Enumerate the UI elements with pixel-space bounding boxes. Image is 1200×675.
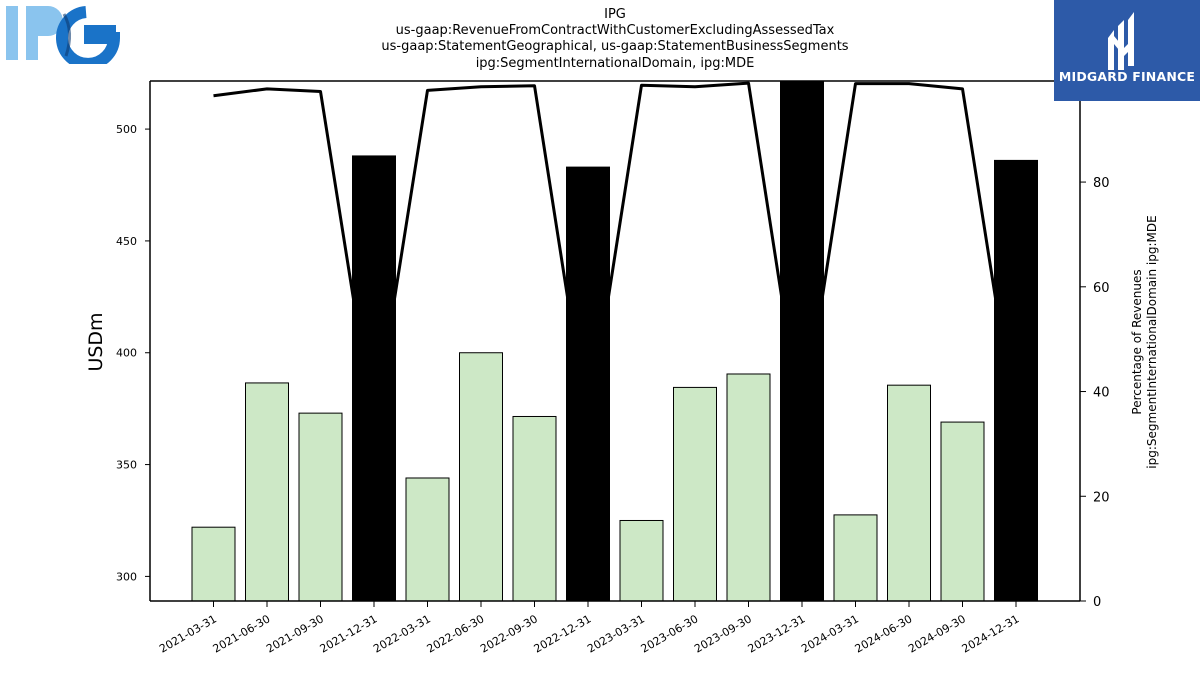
bar-2024-12-31 — [994, 159, 1038, 602]
midgard-finance-logo: MIDGARD FINANCE — [1054, 0, 1200, 101]
bar-2024-09-30 — [940, 421, 985, 602]
y-right-tick-label: 80 — [1093, 176, 1110, 191]
midgard-finance-wordmark: MIDGARD FINANCE — [1058, 69, 1196, 84]
y-tick-label: 350 — [116, 459, 137, 472]
bar-2021-06-30 — [245, 382, 289, 602]
x-tick-label: 2022-06-30 — [425, 612, 487, 655]
x-tick-label: 2024-06-30 — [853, 612, 915, 655]
y-right-tick-label: 0 — [1093, 595, 1101, 610]
bar-2024-03-31 — [833, 514, 878, 602]
bar-2021-03-31 — [191, 526, 236, 602]
x-tick-label: 2022-09-30 — [478, 612, 540, 655]
bar-2022-09-30 — [512, 415, 557, 602]
bar-2021-09-30 — [298, 412, 343, 602]
ipg-logo — [4, 4, 121, 70]
bar-series — [191, 80, 1038, 602]
chart-subtitle-segments: ipg:SegmentInternationalDomain, ipg:MDE — [475, 56, 755, 71]
chart-subtitle-metric: us-gaap:RevenueFromContractWithCustomerE… — [395, 23, 835, 38]
bar-2022-03-31 — [405, 477, 450, 602]
x-tick-label: 2024-03-31 — [799, 612, 861, 655]
right-axis: 0 20 40 60 80 — [1080, 176, 1110, 610]
x-tick-label: 2021-12-31 — [318, 612, 380, 655]
line-series — [213, 81, 1018, 430]
bar-2023-03-31 — [619, 519, 664, 602]
y-tick-label: 450 — [116, 235, 137, 248]
x-tick-label: 2021-06-30 — [211, 612, 273, 655]
y-tick-label: 300 — [116, 570, 137, 583]
x-tick-label: 2024-12-31 — [960, 612, 1022, 655]
y-axis-right-label-line1: Percentage of Revenues — [1130, 269, 1144, 414]
chart-subtitle-statements: us-gaap:StatementGeographical, us-gaap:S… — [381, 39, 849, 54]
y-axis-right-label-line2: ipg:SegmentInternationalDomain ipg:MDE — [1145, 215, 1159, 468]
x-tick-label: 2023-09-30 — [692, 612, 754, 655]
chart-title: IPG — [604, 7, 626, 22]
bar-2022-06-30 — [459, 352, 503, 602]
axes-frame — [149, 80, 1081, 602]
x-tick-label: 2023-06-30 — [639, 612, 701, 655]
y-tick-label: 500 — [116, 123, 137, 136]
x-tick-label: 2022-03-31 — [371, 612, 433, 655]
x-tick-label: 2021-03-31 — [157, 612, 219, 655]
percentage-line — [213, 81, 1018, 430]
bar-2023-09-30 — [726, 373, 771, 602]
x-tick-label: 2023-03-31 — [585, 612, 647, 655]
bar-2024-06-30 — [887, 384, 931, 602]
x-axis: 2021-03-312021-06-302021-09-302021-12-31… — [157, 601, 1022, 656]
x-tick-label: 2024-09-30 — [906, 612, 968, 655]
y-axis-label: USDm — [85, 312, 107, 371]
left-axis: 300 350 400 450 500 — [116, 123, 150, 583]
y-right-tick-label: 40 — [1093, 386, 1110, 401]
bar-2023-06-30 — [673, 386, 717, 602]
y-right-tick-label: 60 — [1093, 281, 1110, 296]
x-tick-label: 2021-09-30 — [264, 612, 326, 655]
y-tick-label: 400 — [116, 347, 137, 360]
x-tick-label: 2023-12-31 — [746, 612, 808, 655]
bar-2021-12-31 — [352, 155, 396, 602]
bar-2022-12-31 — [566, 166, 610, 602]
y-right-tick-label: 20 — [1093, 490, 1110, 505]
x-tick-label: 2022-12-31 — [532, 612, 594, 655]
